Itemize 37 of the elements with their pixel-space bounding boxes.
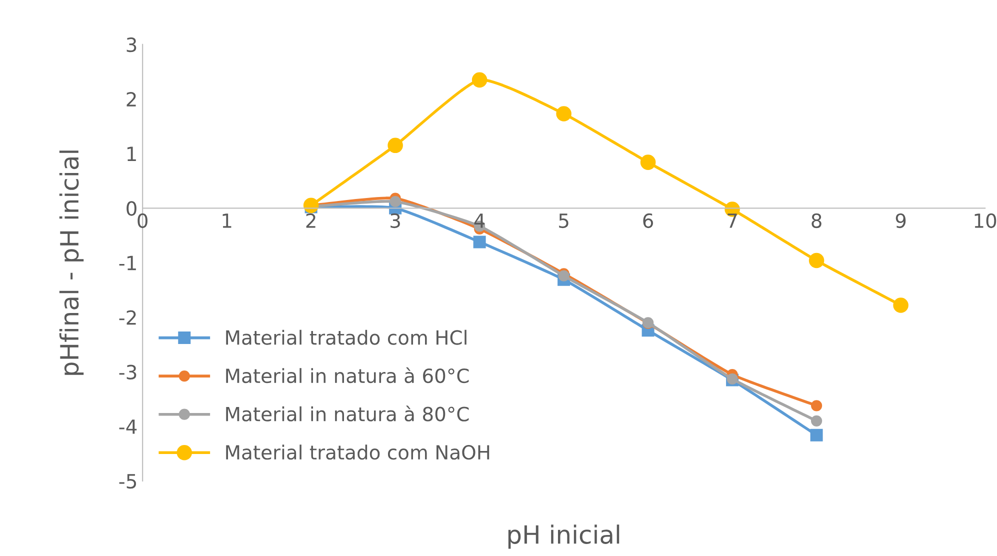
x-tick-label: 10 (974, 213, 996, 228)
y-tick-label: -1 (119, 256, 136, 270)
legend-label: Material in natura à 80°C (226, 406, 469, 422)
y-tick-label: 2 (126, 92, 136, 106)
x-tick-label: 3 (390, 213, 400, 228)
y-tick-label: 1 (127, 146, 136, 161)
y-tick-label: 3 (126, 37, 136, 52)
x-tick-label: 5 (559, 214, 568, 228)
legend-label: Material in natura à 60°C (226, 367, 469, 384)
legend-label: Material tratado com NaOH (226, 444, 490, 460)
point (810, 400, 822, 412)
y-tick-label: -4 (119, 420, 137, 434)
y-tick-label: -2 (119, 310, 136, 325)
point (810, 428, 823, 442)
point (810, 415, 822, 426)
y-axis-title: pHfinal - pH inicial (59, 150, 84, 375)
x-tick-label: 4 (474, 214, 485, 228)
x-tick-label: 1 (222, 214, 232, 228)
y-tick-label: 0 (126, 201, 136, 216)
x-tick-label: 2 (306, 213, 316, 228)
x-axis-title: pH inicial (508, 524, 620, 549)
x-tick-label: 9 (896, 213, 906, 228)
point (808, 252, 824, 268)
x-tick-label: 8 (812, 213, 822, 228)
x-tick-label: 0 (138, 213, 148, 228)
y-tick-label: -5 (119, 474, 136, 489)
x-tick-label: 6 (643, 213, 654, 228)
point (893, 298, 908, 313)
point (640, 154, 656, 170)
point (473, 236, 486, 248)
x-tick-label: 7 (728, 214, 737, 228)
point (388, 138, 403, 154)
y-tick-label: -3 (119, 364, 136, 380)
point (556, 106, 572, 122)
point (390, 196, 401, 208)
legend-label: Material tratado com HCl (226, 330, 466, 345)
point (472, 72, 488, 88)
